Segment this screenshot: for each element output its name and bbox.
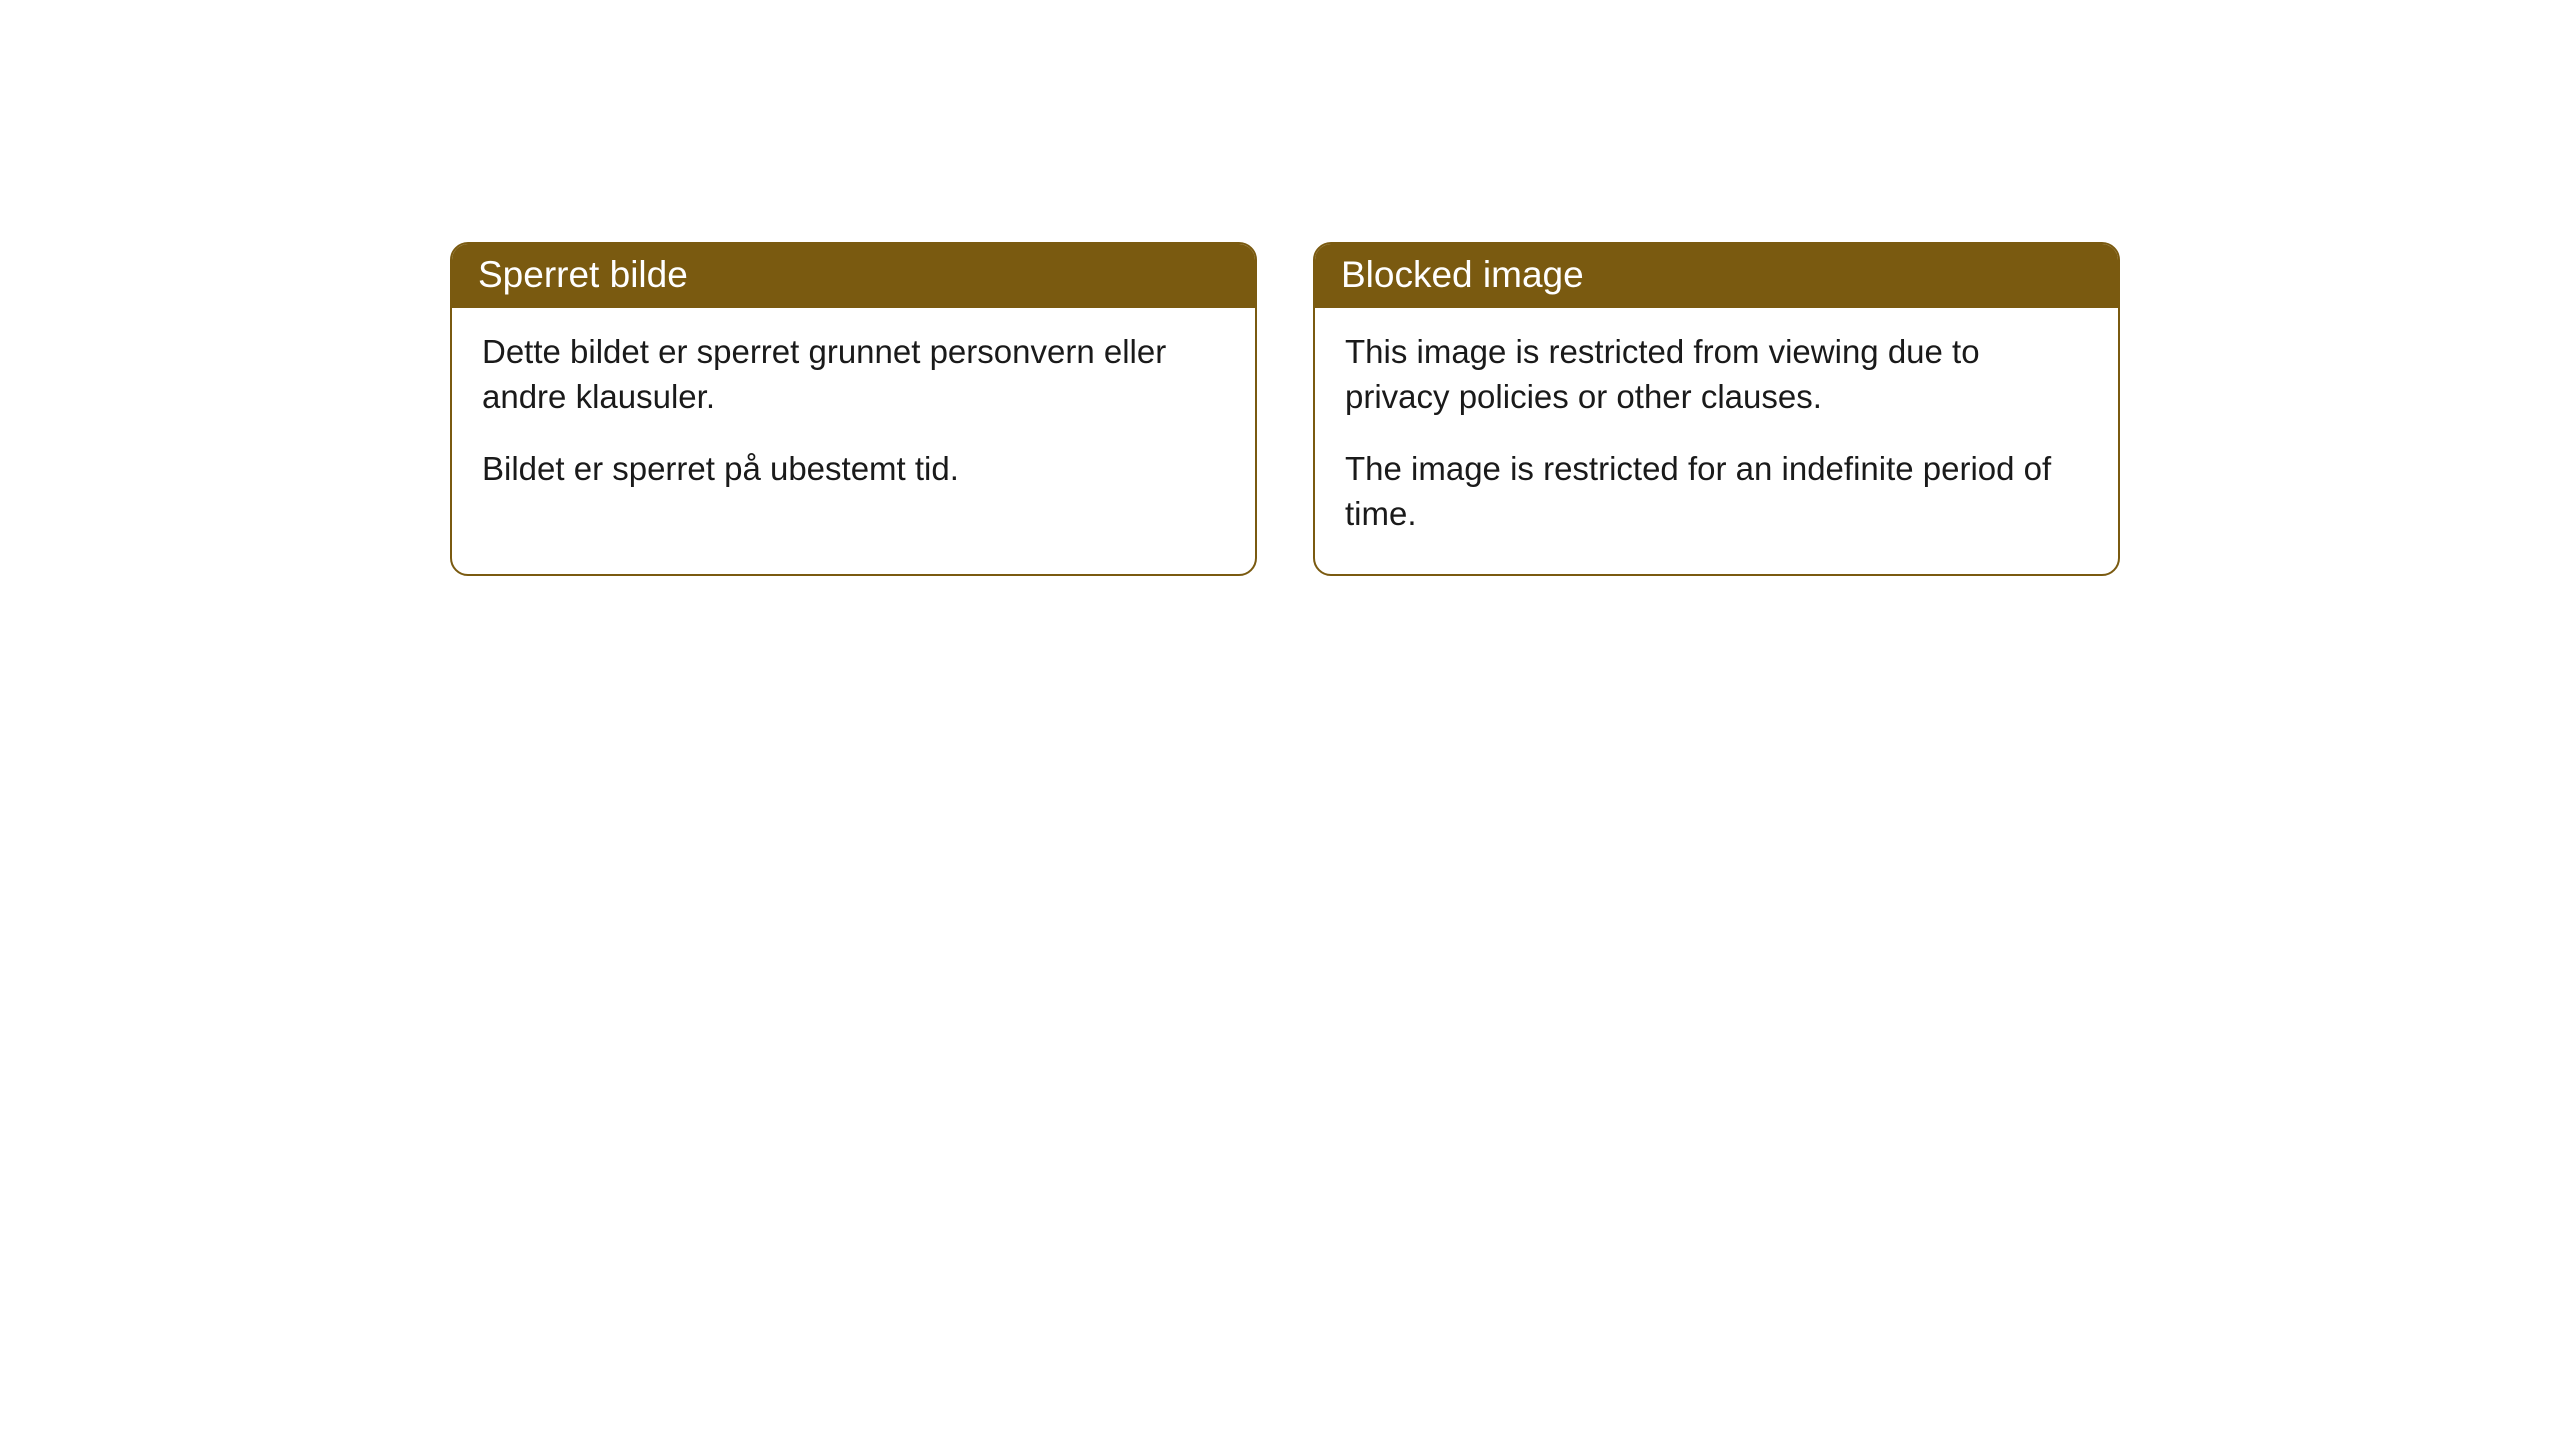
card-paragraph: The image is restricted for an indefinit…	[1345, 447, 2088, 536]
card-title: Blocked image	[1341, 254, 1584, 295]
card-paragraph: This image is restricted from viewing du…	[1345, 330, 2088, 419]
card-title: Sperret bilde	[478, 254, 688, 295]
card-body: This image is restricted from viewing du…	[1315, 308, 2118, 574]
card-body: Dette bildet er sperret grunnet personve…	[452, 308, 1255, 530]
notice-cards-container: Sperret bilde Dette bildet er sperret gr…	[0, 0, 2560, 576]
card-header: Sperret bilde	[452, 244, 1255, 308]
card-paragraph: Dette bildet er sperret grunnet personve…	[482, 330, 1225, 419]
blocked-image-card-en: Blocked image This image is restricted f…	[1313, 242, 2120, 576]
card-paragraph: Bildet er sperret på ubestemt tid.	[482, 447, 1225, 492]
card-header: Blocked image	[1315, 244, 2118, 308]
blocked-image-card-no: Sperret bilde Dette bildet er sperret gr…	[450, 242, 1257, 576]
